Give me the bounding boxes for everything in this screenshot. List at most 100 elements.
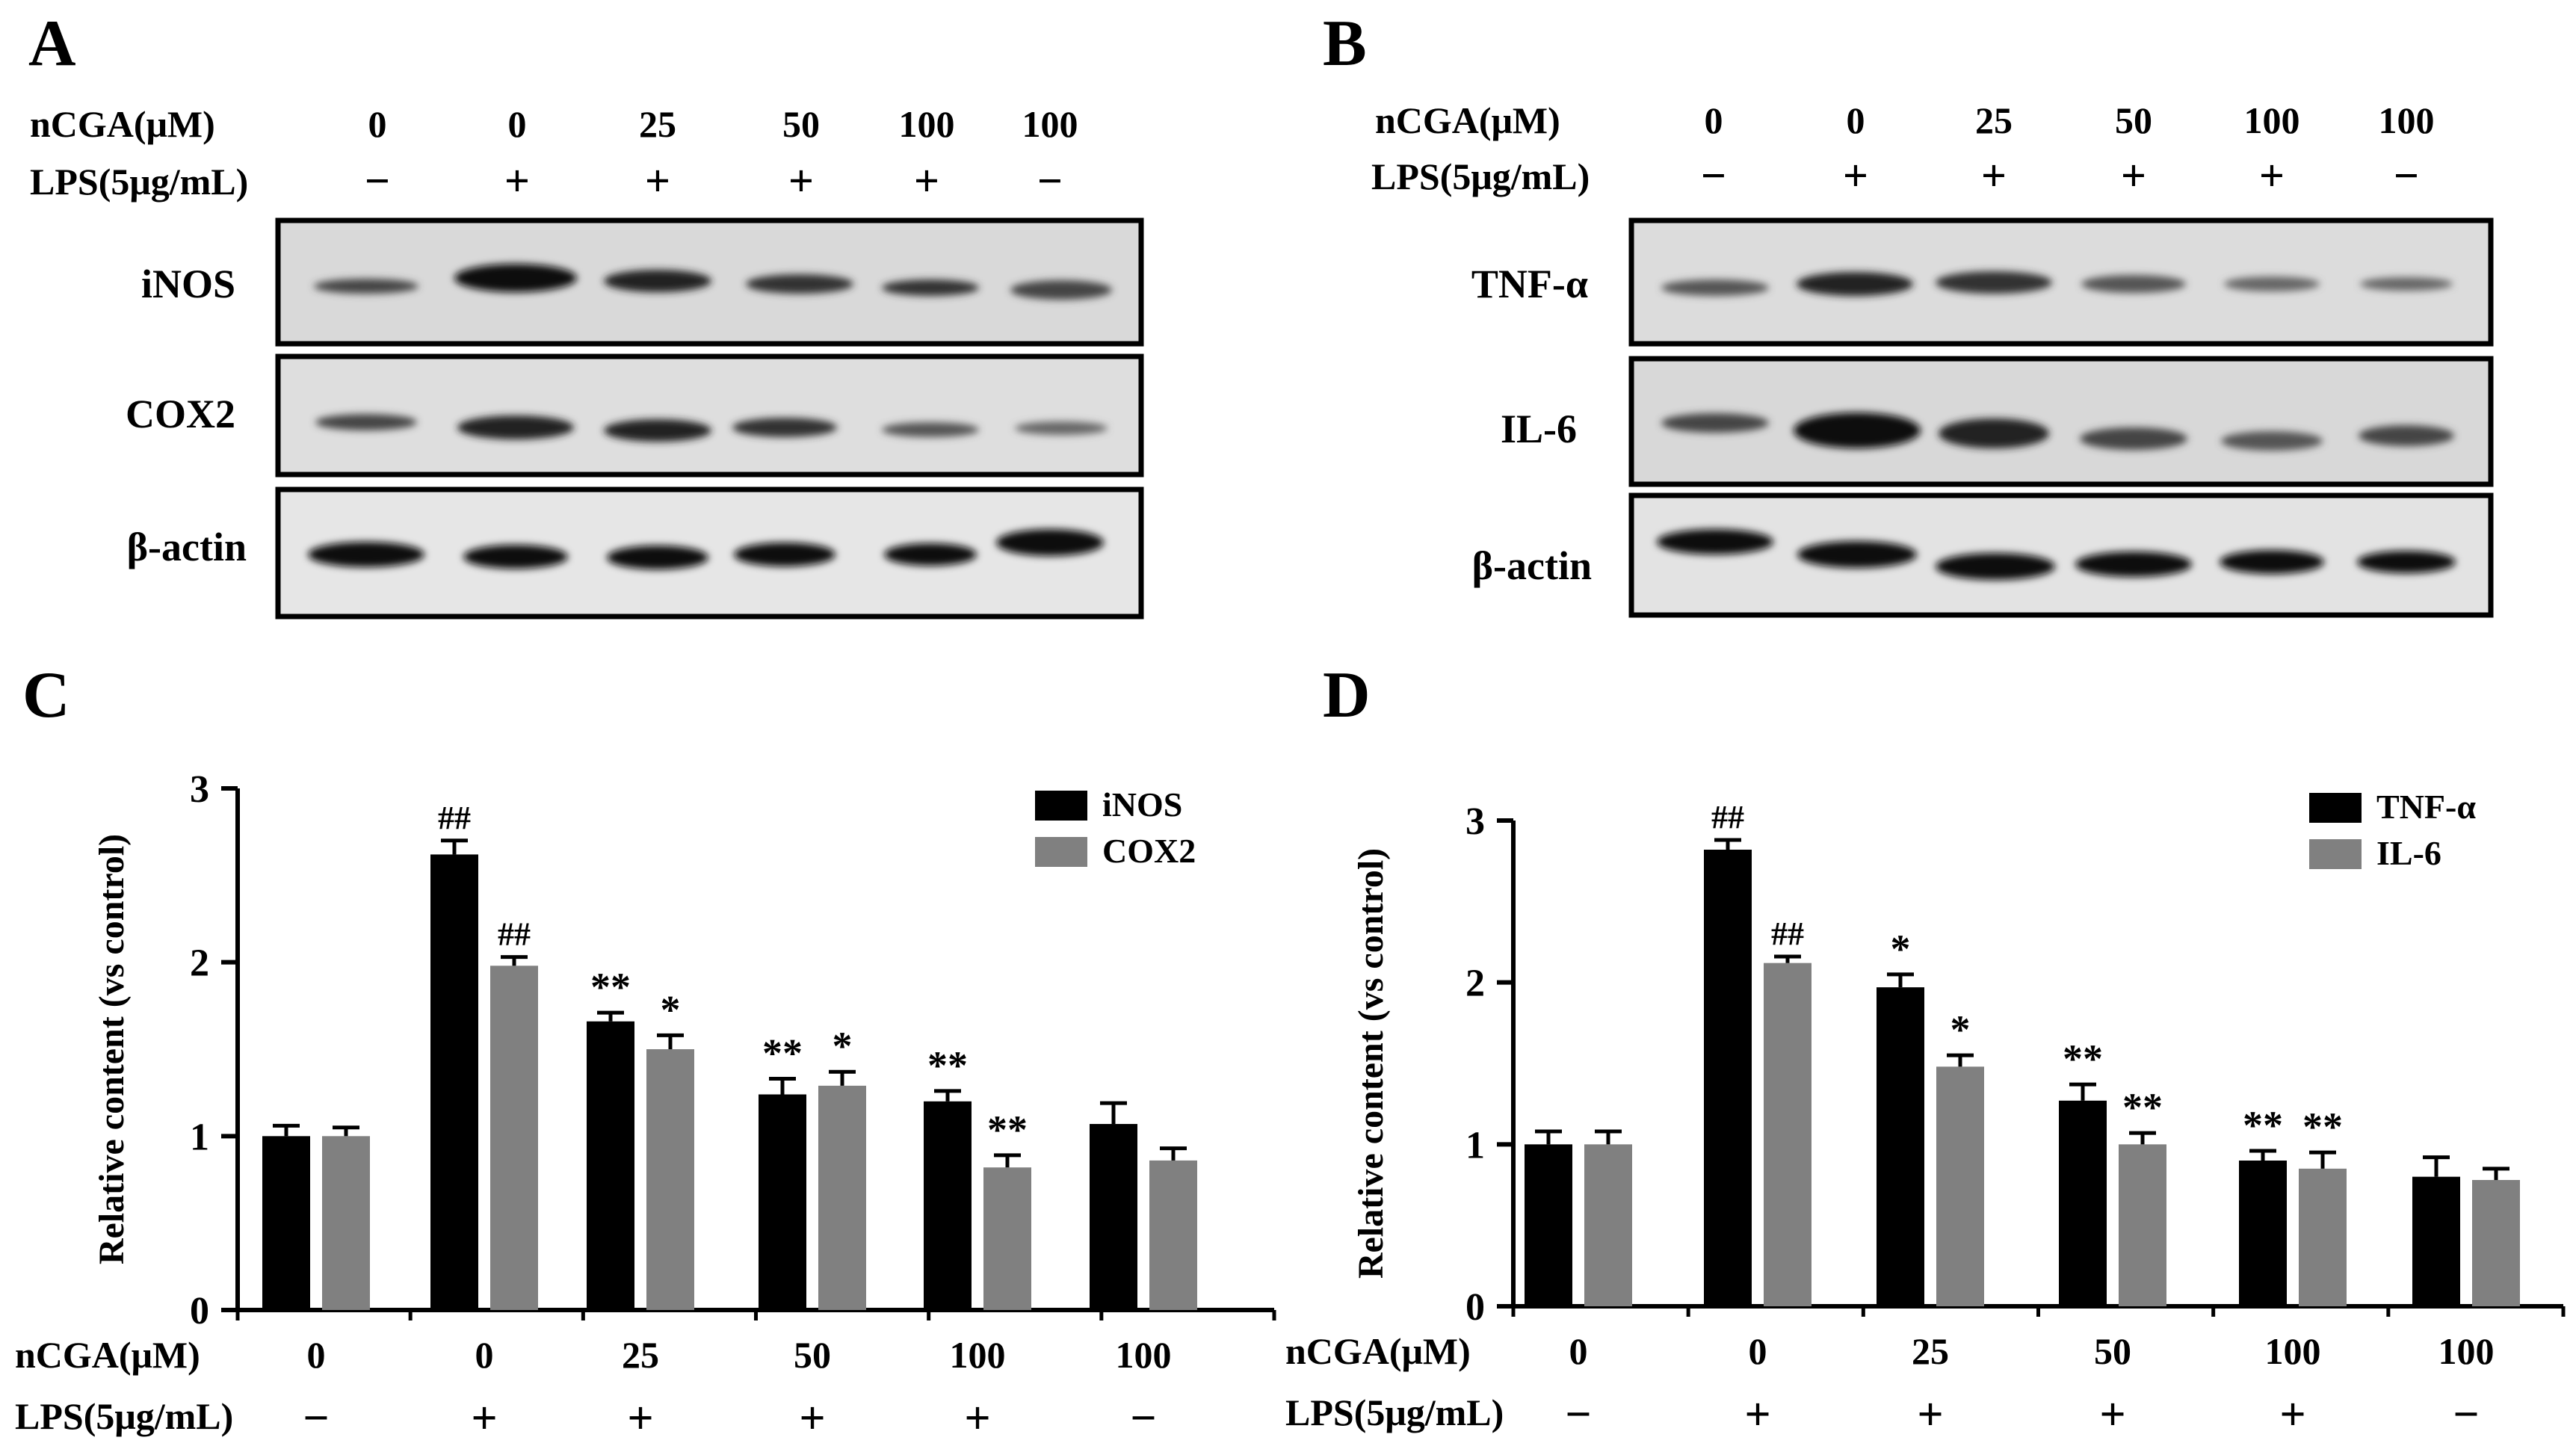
bar-inos — [430, 854, 478, 1310]
ncga-dose-label: 25 — [1912, 1330, 1949, 1372]
significance-mark: * — [661, 987, 681, 1032]
legend-label: IL-6 — [2376, 834, 2441, 872]
ncga-dose-label: 0 — [368, 103, 387, 145]
significance-mark: * — [1891, 927, 1911, 971]
blot-box-tnf — [1628, 217, 2494, 347]
significance-mark: * — [833, 1024, 853, 1069]
ncga-dose-label: 0 — [475, 1334, 494, 1376]
lps-sign-label: − — [1565, 1389, 1591, 1440]
ncga-dose-label: 25 — [622, 1334, 659, 1376]
bar-tnf-α — [1877, 987, 1924, 1306]
ncga-row-label: nCGA(μM) — [1285, 1330, 1471, 1372]
blot-panel-a: nCGA(μM) LPS(5μg/mL) 0−0+25+50+100+100− … — [30, 103, 1144, 620]
panel-letter-c: C — [22, 659, 70, 732]
y-tick-label: 3 — [1465, 800, 1485, 843]
ncga-dose-label: 0 — [1749, 1330, 1767, 1372]
bar-inos — [587, 1021, 634, 1310]
ncga-dose-label: 100 — [950, 1334, 1006, 1376]
lps-sign-label: + — [471, 1393, 497, 1444]
bar-tnf-α — [1525, 1144, 1572, 1306]
ncga-dose-label: 0 — [508, 103, 527, 145]
lps-sign-label: + — [504, 156, 530, 206]
blot-label-tnf: TNF-α — [1471, 262, 1588, 306]
bar-il-6 — [1584, 1144, 1632, 1306]
bar-inos — [262, 1136, 310, 1310]
significance-mark: ## — [438, 800, 471, 836]
lps-sign-label: + — [2099, 1389, 2125, 1440]
bar-tnf-α — [1704, 850, 1752, 1306]
lps-sign-label: + — [645, 156, 670, 206]
lps-sign-label: − — [1037, 156, 1063, 206]
bar-inos — [1090, 1124, 1137, 1310]
bar-cox2 — [1149, 1160, 1197, 1310]
ncga-dose-label: 50 — [782, 103, 820, 145]
lps-sign-label: + — [1744, 1389, 1770, 1440]
panel-letter-d: D — [1323, 659, 1371, 732]
significance-mark: ## — [498, 916, 531, 953]
y-tick-label: 1 — [190, 1116, 209, 1158]
legend-label: TNF-α — [2376, 788, 2476, 826]
significance-mark: ** — [762, 1031, 803, 1076]
ncga-dose-label: 50 — [2094, 1330, 2131, 1372]
y-tick-label: 2 — [1465, 963, 1485, 1005]
lps-sign-label: + — [2121, 151, 2146, 200]
bar-il-6 — [1764, 963, 1811, 1306]
significance-mark: ** — [590, 965, 631, 1010]
ncga-dose-label: 100 — [1022, 103, 1078, 145]
ncga-dose-label: 50 — [794, 1334, 831, 1376]
ncga-row-label: nCGA(μM) — [30, 103, 215, 145]
lps-row-label: LPS(5μg/mL) — [15, 1395, 233, 1437]
lps-sign-label: + — [799, 1393, 825, 1444]
ncga-dose-label: 0 — [1705, 99, 1723, 141]
bar-il-6 — [2472, 1180, 2520, 1306]
blot-label-inos: iNOS — [141, 262, 235, 306]
bar-inos — [924, 1101, 972, 1310]
blot-box-actin — [1628, 492, 2494, 618]
lps-sign-label: − — [1130, 1393, 1156, 1444]
ncga-dose-label: 0 — [307, 1334, 326, 1376]
lps-sign-label: + — [627, 1393, 653, 1444]
lps-sign-label: − — [2453, 1389, 2479, 1440]
y-tick-label: 3 — [190, 768, 209, 811]
ncga-dose-label: 100 — [2265, 1330, 2321, 1372]
bar-cox2 — [818, 1085, 866, 1310]
lps-row-label: LPS(5μg/mL) — [30, 161, 248, 203]
blot-box-cox2 — [275, 353, 1144, 478]
y-tick-label: 0 — [190, 1290, 209, 1332]
y-axis-label: Relative content (vs control) — [1351, 848, 1391, 1279]
ncga-dose-label: 25 — [639, 103, 676, 145]
blot-label-actin-b: β-actin — [1472, 543, 1592, 588]
significance-mark: ## — [1771, 915, 1804, 952]
y-tick-label: 1 — [1465, 1124, 1485, 1167]
legend-swatch-cox2 — [1035, 837, 1087, 867]
significance-mark: ** — [987, 1107, 1028, 1152]
blot-label-il6: IL-6 — [1501, 407, 1577, 451]
lps-row-label: LPS(5μg/mL) — [1371, 155, 1590, 197]
significance-mark: ** — [2243, 1103, 2283, 1148]
bar-il-6 — [2119, 1144, 2166, 1306]
lps-sign-label: − — [303, 1393, 329, 1444]
significance-mark: * — [1950, 1007, 1971, 1052]
legend-swatch-il-6 — [2309, 839, 2362, 869]
legend-label: COX2 — [1102, 832, 1196, 870]
bar-cox2 — [490, 966, 538, 1310]
lps-sign-label: − — [1701, 151, 1726, 200]
ncga-dose-label: 50 — [2115, 99, 2152, 141]
lps-sign-label: − — [365, 156, 390, 206]
legend-label: iNOS — [1102, 785, 1182, 824]
lps-sign-label: + — [2259, 151, 2285, 200]
lps-sign-label: + — [1981, 151, 2007, 200]
significance-mark: ** — [2302, 1105, 2343, 1149]
panel-letter-a: A — [28, 7, 76, 80]
ncga-dose-label: 0 — [1847, 99, 1865, 141]
lps-row-label: LPS(5μg/mL) — [1285, 1391, 1504, 1433]
bar-tnf-α — [2059, 1100, 2107, 1306]
ncga-row-label: nCGA(μM) — [15, 1334, 200, 1376]
lps-sign-label: + — [2279, 1389, 2305, 1440]
significance-mark: ** — [2063, 1037, 2103, 1081]
bar-tnf-α — [2239, 1161, 2287, 1306]
ncga-dose-label: 100 — [2438, 1330, 2495, 1372]
panel-letter-b: B — [1323, 7, 1367, 80]
ncga-row-label: nCGA(μM) — [1375, 99, 1560, 141]
